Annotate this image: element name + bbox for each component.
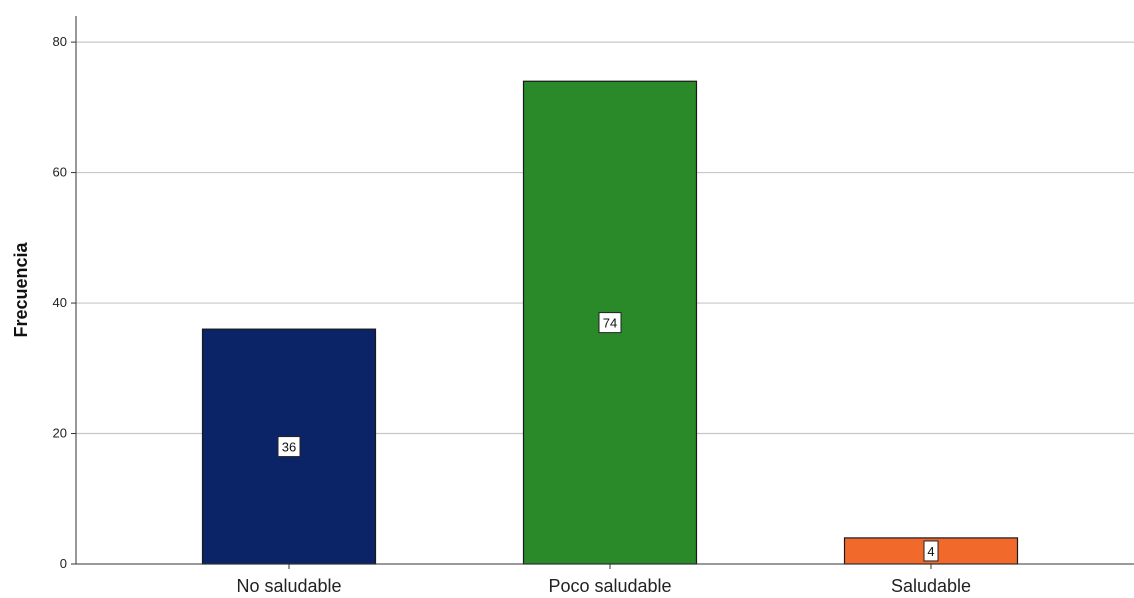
x-tick-label: Poco saludable <box>548 576 671 593</box>
y-tick-labels: 0 20 40 60 80 <box>53 34 76 571</box>
y-tick-label: 20 <box>53 426 67 441</box>
x-tick-labels: No saludable Poco saludable Saludable <box>236 564 971 596</box>
y-axis-title: Frecuencia <box>11 241 31 337</box>
y-tick-label: 40 <box>53 295 67 310</box>
y-tick-label: 0 <box>60 556 67 571</box>
x-tick-label: No saludable <box>236 576 341 593</box>
data-label-box <box>923 540 939 562</box>
data-label-box <box>277 436 301 458</box>
x-tick-label: Saludable <box>891 576 971 593</box>
axes <box>75 16 1134 565</box>
data-label-box <box>598 312 622 334</box>
y-tick-label: 60 <box>53 165 67 180</box>
data-label: 4 <box>927 544 934 559</box>
data-labels: 36 74 4 <box>277 312 939 562</box>
data-label: 36 <box>282 440 296 455</box>
y-tick-label: 80 <box>53 34 67 49</box>
data-label: 74 <box>603 316 617 331</box>
